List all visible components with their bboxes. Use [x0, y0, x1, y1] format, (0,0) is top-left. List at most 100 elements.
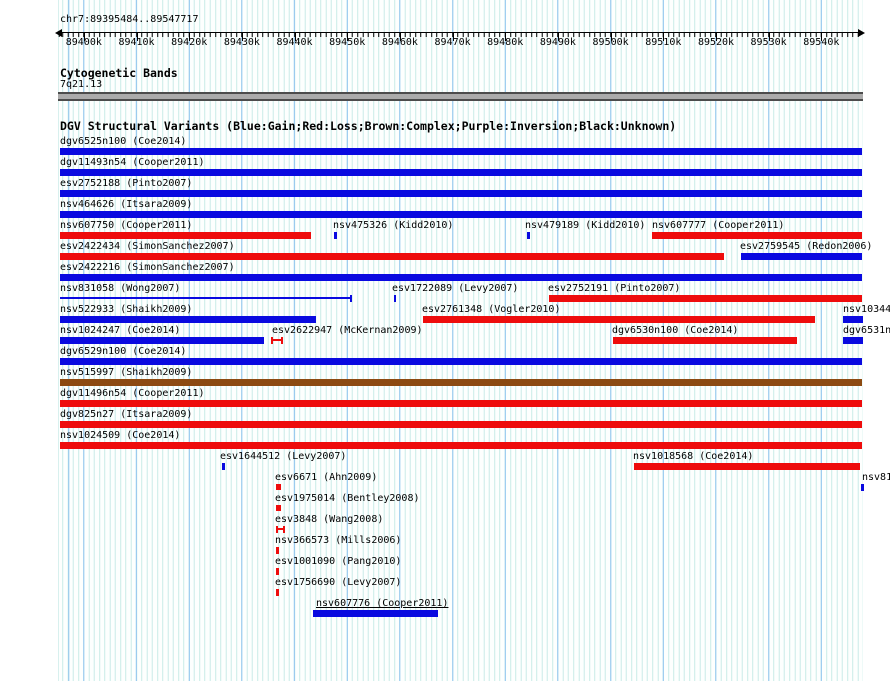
variant-label[interactable]: esv2422216 (SimonSanchez2007): [60, 262, 235, 273]
ruler-tick-label: 89430k: [223, 37, 260, 48]
variant-glyph-bar[interactable]: [60, 169, 862, 176]
variant-label[interactable]: nsv607776 (Cooper2011): [316, 598, 449, 609]
variant-label[interactable]: nsv81: [862, 472, 890, 483]
variant-label[interactable]: esv1644512 (Levy2007): [220, 451, 347, 462]
variant-label[interactable]: esv2752191 (Pinto2007): [548, 283, 681, 294]
variant-label[interactable]: esv1001090 (Pang2010): [275, 556, 402, 567]
ruler-major-tick: [716, 33, 717, 41]
ruler-minor-ticks: [58, 33, 862, 37]
variant-glyph-tick[interactable]: [276, 568, 279, 575]
ruler-tick-label: 89440k: [276, 37, 313, 48]
variant-label[interactable]: dgv6525n100 (Coe2014): [60, 136, 187, 147]
ruler-tick-label: 89420k: [171, 37, 208, 48]
ruler-major-tick: [663, 33, 665, 41]
variant-label[interactable]: dgv6531n: [843, 325, 890, 336]
variant-label[interactable]: esv3848 (Wang2008): [275, 514, 384, 525]
variant-glyph-bar[interactable]: [60, 253, 724, 260]
variant-label[interactable]: nsv1018568 (Coe2014): [633, 451, 754, 462]
ruler-tick-label: 89490k: [539, 37, 576, 48]
variant-label[interactable]: nsv1024509 (Coe2014): [60, 430, 181, 441]
variant-label[interactable]: esv1722089 (Levy2007): [392, 283, 519, 294]
variant-label[interactable]: dgv825n27 (Itsara2009): [60, 409, 193, 420]
variant-label[interactable]: esv6671 (Ahn2009): [275, 472, 378, 483]
variant-label[interactable]: dgv6529n100 (Coe2014): [60, 346, 187, 357]
variant-glyph-tick[interactable]: [334, 232, 337, 239]
variant-glyph-bar[interactable]: [843, 337, 863, 344]
variant-label[interactable]: nsv515997 (Shaikh2009): [60, 367, 193, 378]
variant-label[interactable]: esv2422434 (SimonSanchez2007): [60, 241, 235, 252]
variant-glyph-bar[interactable]: [423, 316, 815, 323]
cytogenetic-band-label: 7q21.13: [60, 79, 103, 90]
variant-label[interactable]: nsv607750 (Cooper2011): [60, 220, 193, 231]
variant-glyph-square[interactable]: [276, 484, 281, 490]
variant-label[interactable]: dgv11496n54 (Cooper2011): [60, 388, 205, 399]
ruler-major-tick: [821, 33, 823, 41]
variant-glyph-bar[interactable]: [634, 463, 860, 470]
variant-glyph-bar[interactable]: [60, 148, 862, 155]
ruler-major-tick: [83, 33, 85, 41]
variant-glyph-bar[interactable]: [741, 253, 862, 260]
variant-label[interactable]: esv2759545 (Redon2006): [740, 241, 873, 252]
ruler-tick-label: 89460k: [381, 37, 418, 48]
ruler-major-tick: [399, 33, 401, 41]
variant-glyph-bar[interactable]: [60, 337, 264, 344]
variant-label[interactable]: nsv464626 (Itsara2009): [60, 199, 193, 210]
variant-glyph-hbracket[interactable]: [276, 526, 285, 533]
ruler-major-tick: [557, 33, 559, 41]
variant-glyph-bar[interactable]: [60, 232, 311, 239]
variant-glyph-bar[interactable]: [60, 421, 862, 428]
ruler-tick-label: 89450k: [329, 37, 366, 48]
variant-glyph-tick[interactable]: [222, 463, 225, 470]
ruler-major-tick: [505, 33, 507, 41]
variant-glyph-tick[interactable]: [276, 589, 279, 596]
ruler-tick-label: 89530k: [750, 37, 787, 48]
variant-glyph-bar[interactable]: [613, 337, 797, 344]
ruler-major-tick: [347, 33, 349, 41]
variant-label[interactable]: esv1756690 (Levy2007): [275, 577, 402, 588]
ruler-major-tick: [241, 33, 243, 41]
variant-label[interactable]: dgv11493n54 (Cooper2011): [60, 157, 205, 168]
variant-glyph-tick[interactable]: [394, 295, 396, 302]
variant-glyph-bar[interactable]: [60, 379, 862, 386]
region-title: chr7:89395484..89547717: [60, 14, 199, 25]
variant-glyph-bar[interactable]: [652, 232, 862, 239]
variant-glyph-tick[interactable]: [861, 484, 864, 491]
ruler-tick-label: 89540k: [803, 37, 840, 48]
variant-glyph-hbracket[interactable]: [271, 337, 283, 344]
ruler-major-tick: [189, 33, 191, 41]
variant-label[interactable]: nsv1024247 (Coe2014): [60, 325, 181, 336]
cytogenetic-band-bar[interactable]: [58, 92, 863, 101]
variant-label[interactable]: esv2761348 (Vogler2010): [422, 304, 561, 315]
variant-glyph-bar[interactable]: [60, 442, 862, 449]
variant-label[interactable]: nsv607777 (Cooper2011): [652, 220, 785, 231]
variant-glyph-bar[interactable]: [60, 316, 316, 323]
variant-label[interactable]: esv2752188 (Pinto2007): [60, 178, 193, 189]
variant-label[interactable]: nsv475326 (Kidd2010): [333, 220, 454, 231]
variant-label[interactable]: dgv6530n100 (Coe2014): [612, 325, 739, 336]
variant-glyph-bar[interactable]: [843, 316, 863, 323]
variant-glyph-bar[interactable]: [60, 274, 862, 281]
variant-glyph-tick[interactable]: [527, 232, 530, 239]
variant-label[interactable]: nsv366573 (Mills2006): [275, 535, 402, 546]
ruler-major-tick: [294, 33, 296, 41]
variant-glyph-bar[interactable]: [60, 190, 862, 197]
variant-label[interactable]: nsv522933 (Shaikh2009): [60, 304, 193, 315]
dgv-heading: DGV Structural Variants (Blue:Gain;Red:L…: [60, 119, 677, 133]
variant-glyph-square[interactable]: [276, 505, 281, 511]
variant-glyph-hline[interactable]: [60, 295, 352, 302]
variant-label[interactable]: nsv831058 (Wong2007): [60, 283, 181, 294]
variant-label[interactable]: nsv479189 (Kidd2010): [525, 220, 646, 231]
cytogenetic-heading: Cytogenetic Bands: [60, 66, 178, 80]
variant-label[interactable]: esv1975014 (Bentley2008): [275, 493, 420, 504]
variant-label[interactable]: nsv10344: [843, 304, 890, 315]
variant-glyph-bar[interactable]: [60, 211, 862, 218]
variant-glyph-bar[interactable]: [313, 610, 438, 617]
ruler-tick-label: 89480k: [487, 37, 524, 48]
variant-glyph-bar[interactable]: [60, 358, 862, 365]
variant-glyph-bar[interactable]: [60, 400, 862, 407]
ruler-tick-label: 89470k: [434, 37, 471, 48]
variant-glyph-bar[interactable]: [549, 295, 862, 302]
variant-label[interactable]: esv2622947 (McKernan2009): [272, 325, 423, 336]
variant-glyph-tick[interactable]: [276, 547, 279, 554]
ruler-tick-label: 89410k: [118, 37, 155, 48]
